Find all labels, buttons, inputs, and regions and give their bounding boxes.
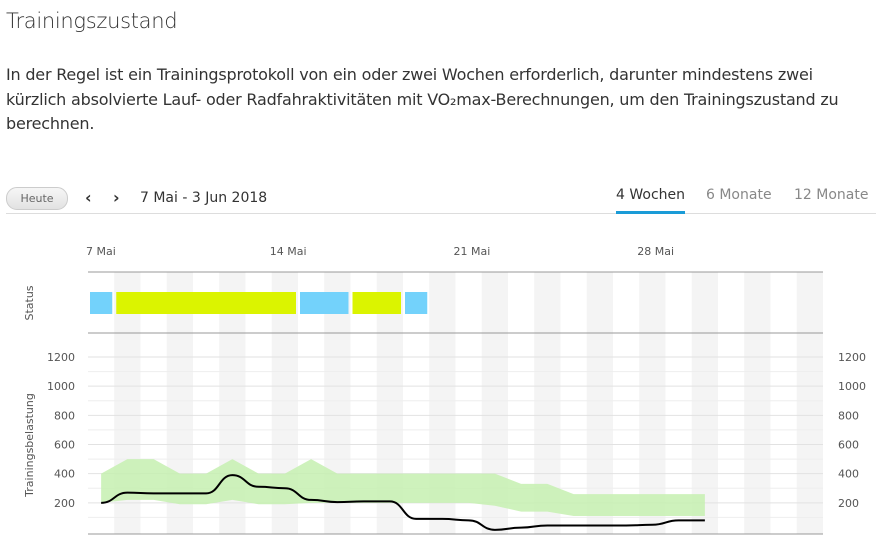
toolbar: Heute ‹ › 7 Mai - 3 Jun 2018 4 Wochen 6 … — [6, 183, 876, 214]
day-stripe — [691, 272, 718, 534]
y-axis-label: Trainingsbelastung — [23, 393, 36, 498]
status-segment — [300, 292, 349, 314]
status-segment — [405, 292, 428, 314]
x-tick-label: 21 Mai — [454, 245, 491, 258]
training-load-line — [101, 474, 705, 531]
y-tick-label-left: 600 — [54, 439, 75, 452]
y-tick-label-right: 400 — [838, 468, 859, 481]
day-stripe — [586, 272, 613, 534]
y-tick-label-right: 1000 — [838, 380, 866, 393]
description-line: kürzlich absolvierte Lauf- oder Radfahra… — [6, 89, 839, 109]
tab-6-monate[interactable]: 6 Monate — [706, 187, 772, 203]
x-tick-label: 7 Mai — [86, 245, 116, 258]
today-button[interactable]: Heute — [6, 187, 68, 210]
y-tick-label-left: 800 — [54, 409, 75, 422]
y-tick-label-left: 1200 — [47, 351, 75, 364]
day-stripe — [796, 272, 823, 534]
chevron-left-icon[interactable]: ‹ — [85, 188, 92, 207]
x-tick-label: 28 Mai — [637, 245, 674, 258]
description: In der Regel ist ein Trainingsprotokoll … — [6, 63, 839, 137]
y-tick-label-right: 200 — [838, 497, 859, 510]
y-tick-label-left: 200 — [54, 497, 75, 510]
day-stripe — [744, 272, 771, 534]
date-range: 7 Mai - 3 Jun 2018 — [140, 190, 268, 206]
status-segment — [116, 292, 296, 314]
description-line: In der Regel ist ein Trainingsprotokoll … — [6, 65, 813, 84]
page-title: Trainingszustand — [6, 9, 178, 33]
tab-4-wochen[interactable]: 4 Wochen — [616, 187, 686, 214]
status-label: Status — [23, 285, 36, 320]
y-tick-label-right: 600 — [838, 439, 859, 452]
y-tick-label-left: 1000 — [47, 380, 75, 393]
y-tick-label-right: 1200 — [838, 351, 866, 364]
tab-12-monate[interactable]: 12 Monate — [794, 187, 869, 203]
y-tick-label-left: 400 — [54, 468, 75, 481]
y-tick-label-right: 800 — [838, 409, 859, 422]
description-line: berechnen. — [6, 114, 95, 133]
status-segment — [90, 292, 113, 314]
status-segment — [352, 292, 401, 314]
day-stripe — [639, 272, 666, 534]
chevron-right-icon[interactable]: › — [113, 188, 120, 207]
optimal-load-range-band — [101, 459, 705, 516]
x-tick-label: 14 Mai — [270, 245, 307, 258]
